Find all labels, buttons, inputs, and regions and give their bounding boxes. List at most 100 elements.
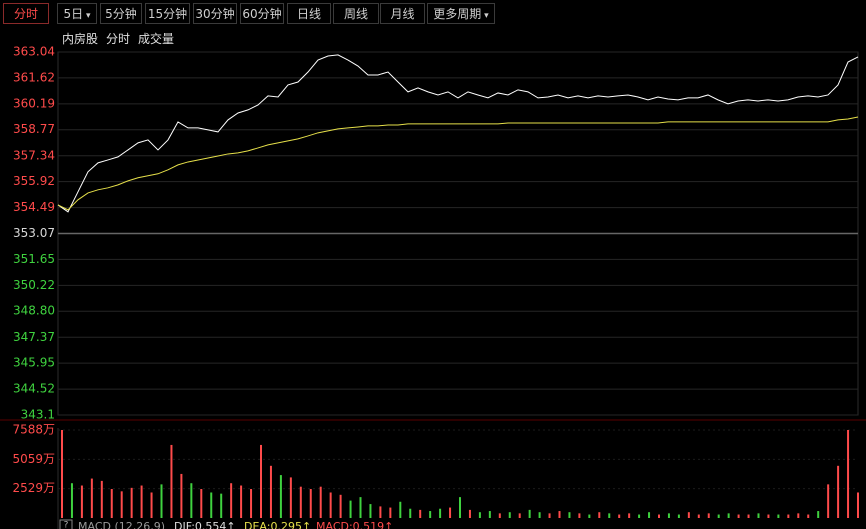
y-tick-label: 350.22 bbox=[13, 278, 55, 292]
volume-bar bbox=[488, 511, 491, 518]
volume-bar bbox=[658, 514, 660, 518]
volume-bar bbox=[687, 512, 690, 518]
dropdown-arrow: ▾ bbox=[83, 11, 91, 21]
tab-label: 15分钟 bbox=[147, 7, 188, 21]
volume-bar bbox=[737, 514, 740, 518]
y-tick-label: 363.04 bbox=[13, 45, 55, 59]
y-tick-label: 5059万 bbox=[12, 452, 55, 466]
volume-bar bbox=[757, 513, 760, 518]
volume-bar bbox=[528, 509, 531, 518]
volume-bar bbox=[449, 507, 452, 518]
volume-bar bbox=[548, 513, 551, 518]
y-tick-label: 357.34 bbox=[13, 148, 55, 162]
macd-name: MACD (12,26,9) bbox=[78, 520, 166, 529]
tab-label: 60分钟 bbox=[242, 7, 282, 21]
y-tick-label: 353.07 bbox=[13, 226, 55, 240]
volume-bar bbox=[827, 484, 830, 518]
volume-bar bbox=[339, 494, 342, 518]
volume-bar bbox=[618, 514, 621, 518]
volume-bar bbox=[667, 513, 670, 518]
symbol: 内房股 bbox=[62, 32, 99, 46]
macd-dea: DEA:0.295↑ bbox=[244, 520, 312, 529]
volume-bar bbox=[369, 504, 372, 518]
volume-bar bbox=[170, 444, 173, 518]
tab[interactable]: 5分钟 bbox=[100, 3, 142, 24]
volume-bar bbox=[648, 512, 651, 518]
tab[interactable]: 15分钟 bbox=[145, 3, 190, 24]
volume-bar bbox=[329, 492, 332, 518]
volume-bar bbox=[240, 485, 243, 518]
volume-bar bbox=[508, 512, 511, 518]
tab[interactable]: 5日 ▾ bbox=[57, 3, 97, 24]
volume-bar bbox=[558, 511, 561, 518]
volume-bar bbox=[628, 513, 631, 518]
volume-bar bbox=[817, 511, 820, 518]
volume-bar bbox=[299, 486, 302, 518]
volume-bar bbox=[150, 492, 153, 518]
volume-bar bbox=[309, 489, 312, 518]
tab[interactable]: 日线 bbox=[287, 3, 331, 24]
volume-bar bbox=[857, 492, 859, 518]
y-tick-label: 344.52 bbox=[13, 382, 55, 396]
tab-label: 日线 bbox=[296, 7, 321, 21]
volume-bar bbox=[210, 492, 213, 518]
tab-label: 月线 bbox=[390, 7, 415, 21]
volume-bar bbox=[608, 513, 611, 518]
volume-bar bbox=[677, 514, 680, 518]
volume-bar bbox=[269, 465, 272, 518]
volume-bar bbox=[727, 513, 730, 518]
y-tick-label: 348.80 bbox=[13, 304, 55, 318]
volume-bar bbox=[279, 475, 282, 518]
volume-bar bbox=[767, 514, 770, 518]
price-line bbox=[57, 116, 859, 211]
help-icon-text: ? bbox=[64, 521, 69, 529]
volume-bar bbox=[180, 473, 183, 518]
y-tick-label: 347.37 bbox=[13, 330, 55, 344]
volume-bar bbox=[439, 508, 442, 518]
macd-value: MACD:0.519↑ bbox=[316, 520, 394, 529]
y-tick-label: 343.1 bbox=[21, 408, 55, 422]
volume-bar bbox=[230, 483, 233, 518]
dropdown-arrow: ▾ bbox=[481, 11, 489, 21]
y-tick-label: 361.62 bbox=[13, 70, 55, 84]
volume-bar bbox=[797, 513, 800, 518]
volume-bar bbox=[478, 512, 481, 518]
volume-bar bbox=[578, 513, 581, 518]
volume-bar bbox=[379, 506, 382, 518]
tab-label: 分时 bbox=[13, 7, 38, 21]
price-line bbox=[57, 54, 859, 213]
y-tick-label: 351.65 bbox=[13, 252, 55, 266]
volume-bar bbox=[837, 465, 840, 518]
tab-label: 周线 bbox=[343, 7, 368, 21]
tab[interactable]: 周线 bbox=[333, 3, 379, 24]
volume-bar bbox=[598, 512, 601, 518]
tab-label: 更多周期 bbox=[433, 7, 482, 21]
volume-bar bbox=[289, 477, 292, 518]
help-icon[interactable] bbox=[59, 519, 73, 529]
tab-label: 30分钟 bbox=[195, 7, 235, 21]
tab[interactable]: 月线 bbox=[380, 3, 425, 24]
volume-bar bbox=[260, 444, 262, 518]
volume-bar bbox=[319, 486, 322, 518]
volume-bar bbox=[190, 483, 193, 518]
tab[interactable]: 更多周期 ▾ bbox=[427, 3, 495, 24]
volume-bar bbox=[568, 512, 571, 518]
volume-bar bbox=[130, 487, 133, 518]
volume-bar bbox=[419, 509, 422, 518]
volume-bar bbox=[538, 512, 541, 518]
y-tick-label: 354.49 bbox=[13, 200, 55, 214]
volume-bar bbox=[787, 514, 790, 518]
tab[interactable]: 分时 bbox=[3, 3, 49, 24]
y-tick-label: 360.19 bbox=[13, 96, 55, 110]
tab[interactable]: 60分钟 bbox=[240, 3, 284, 24]
volume-bar bbox=[807, 514, 810, 518]
y-tick-label: 7588万 bbox=[12, 423, 55, 437]
volume-bar bbox=[459, 497, 461, 518]
y-tick-label: 358.77 bbox=[13, 122, 55, 136]
volume-bar bbox=[847, 430, 850, 518]
y-tick-label: 345.95 bbox=[13, 356, 55, 370]
volume-bar bbox=[707, 513, 710, 518]
volume-bar bbox=[409, 508, 412, 518]
tab[interactable]: 30分钟 bbox=[193, 3, 237, 24]
